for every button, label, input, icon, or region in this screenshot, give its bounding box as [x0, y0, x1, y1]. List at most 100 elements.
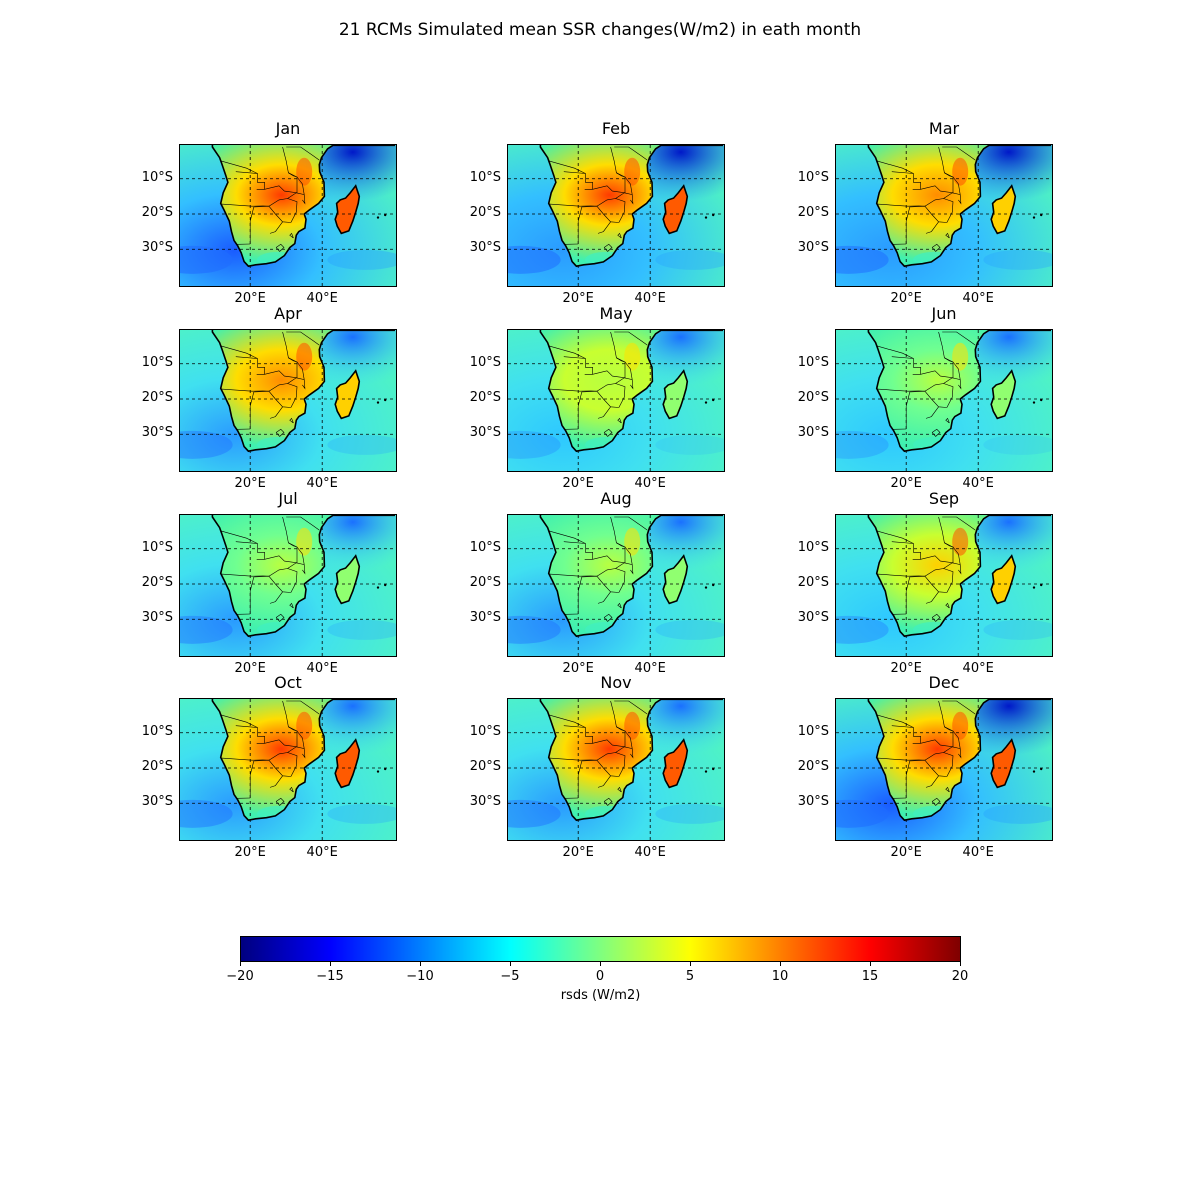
colorbar-tick-mark — [240, 961, 241, 966]
land-field — [868, 145, 1051, 267]
colorbar-tick-mark — [330, 961, 331, 966]
lat-label: 30°S — [797, 610, 829, 626]
lat-label: 10°S — [469, 169, 501, 185]
coastline — [867, 699, 1051, 822]
panel-title: Sep — [928, 489, 960, 508]
lat-label: 10°S — [469, 539, 501, 555]
madagascar-outline — [662, 738, 689, 789]
land-field — [212, 515, 395, 637]
panel-title: Apr — [274, 304, 302, 323]
map-plot — [179, 144, 397, 287]
coastline — [867, 330, 1051, 453]
lon-label: 20°E — [890, 845, 922, 860]
coastline — [867, 515, 1051, 638]
panel-title: Jan — [275, 119, 301, 138]
lon-label: 40°E — [634, 661, 666, 676]
panel-title: Oct — [274, 673, 302, 692]
lon-label: 20°E — [234, 661, 266, 676]
lon-label: 20°E — [234, 845, 266, 860]
lat-label: 10°S — [797, 539, 829, 555]
lat-label: 30°S — [469, 240, 501, 256]
lon-label: 40°E — [634, 291, 666, 306]
graticule — [836, 515, 1052, 656]
lat-label: 30°S — [469, 425, 501, 441]
lat-label: 30°S — [141, 610, 173, 626]
graticule — [180, 699, 396, 840]
panel-title: Dec — [928, 673, 960, 692]
lon-label: 20°E — [890, 476, 922, 491]
lat-label: 10°S — [797, 354, 829, 370]
madagascar-outline — [662, 369, 689, 420]
lat-label: 30°S — [141, 794, 173, 810]
madagascar-outline — [662, 554, 689, 605]
map-plot — [835, 329, 1053, 472]
lon-label: 40°E — [962, 845, 994, 860]
graticule — [508, 145, 724, 286]
panel-title: May — [599, 304, 633, 323]
lat-label: 20°S — [469, 390, 501, 405]
lon-label: 20°E — [890, 291, 922, 306]
madagascar-outline — [334, 369, 361, 420]
lat-label: 20°S — [797, 390, 829, 405]
colorbar-tick-mark — [870, 961, 871, 966]
lat-label: 10°S — [469, 354, 501, 370]
colorbar-tick-label: −15 — [316, 969, 344, 984]
lon-label: 20°E — [562, 661, 594, 676]
coastline — [539, 330, 723, 453]
colorbar-tick-label: 5 — [685, 969, 695, 984]
lon-label: 20°E — [890, 661, 922, 676]
map-panel-jul: Jul — [142, 489, 397, 676]
lon-label: 40°E — [962, 476, 994, 491]
coastline — [211, 330, 395, 453]
map-plot — [179, 698, 397, 841]
lat-label: 20°S — [797, 759, 829, 774]
graticule — [836, 145, 1052, 286]
lon-label: 40°E — [634, 476, 666, 491]
colorbar-tick-mark — [420, 961, 421, 966]
madagascar-outline — [334, 738, 361, 789]
lon-label: 40°E — [306, 476, 338, 491]
map-panel-mar: Mar — [798, 119, 1053, 306]
map-panel-jun: Jun — [798, 304, 1053, 491]
map-panel-sep: Sep — [798, 489, 1053, 676]
lon-label: 40°E — [306, 661, 338, 676]
madagascar-outline — [990, 184, 1017, 235]
colorbar-tick-mark — [780, 961, 781, 966]
lat-label: 20°S — [141, 759, 173, 774]
lat-label: 10°S — [141, 354, 173, 370]
colorbar-tick-mark — [600, 961, 601, 966]
map-plot — [179, 329, 397, 472]
map-panel-aug: Aug — [470, 489, 725, 676]
land-field — [212, 699, 395, 821]
map-panel-oct: Oct — [142, 673, 397, 860]
map-plot — [835, 698, 1053, 841]
lat-label: 10°S — [469, 723, 501, 739]
land-field — [540, 699, 723, 821]
graticule — [508, 699, 724, 840]
coastline — [539, 699, 723, 822]
lat-label: 30°S — [141, 240, 173, 256]
madagascar-outline — [990, 738, 1017, 789]
madagascar-outline — [662, 184, 689, 235]
land-field — [212, 145, 395, 267]
lat-label: 20°S — [141, 205, 173, 220]
map-panel-feb: Feb — [470, 119, 725, 306]
panel-title: Jul — [278, 489, 298, 508]
colorbar-tick-mark — [960, 961, 961, 966]
graticule — [180, 145, 396, 286]
map-panel-dec: Dec — [798, 673, 1053, 860]
lat-label: 10°S — [141, 539, 173, 555]
colorbar-tick-label: 20 — [951, 969, 969, 984]
colorbar-tick-label: 10 — [771, 969, 789, 984]
lat-label: 30°S — [797, 240, 829, 256]
colorbar-tick-label: −5 — [500, 969, 520, 984]
panel-title: Feb — [601, 119, 631, 138]
map-plot — [507, 698, 725, 841]
map-panel-jan: Jan — [142, 119, 397, 306]
land-field — [868, 330, 1051, 452]
coastline — [539, 515, 723, 638]
panel-title: Aug — [600, 489, 632, 508]
map-panel-nov: Nov — [470, 673, 725, 860]
lon-label: 40°E — [962, 291, 994, 306]
lon-label: 20°E — [234, 291, 266, 306]
